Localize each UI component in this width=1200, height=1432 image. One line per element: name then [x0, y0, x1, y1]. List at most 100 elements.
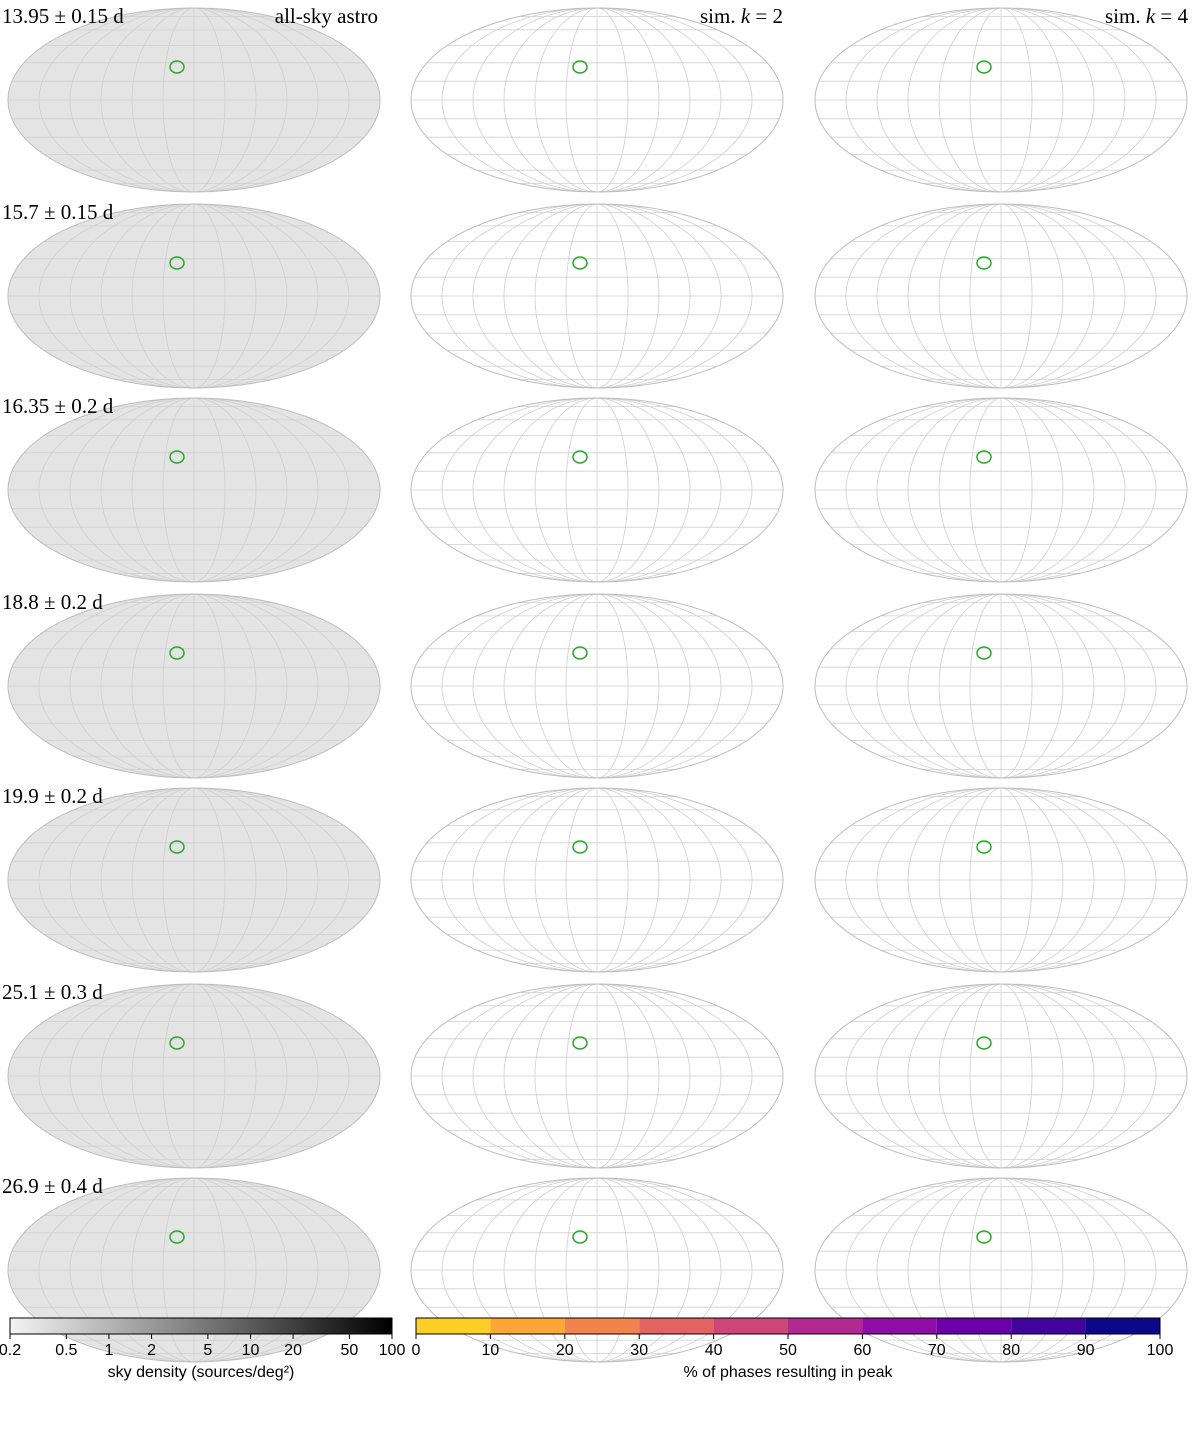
graticule-meridian [193, 7, 319, 193]
graticule-meridian [1000, 1177, 1126, 1363]
target-region [572, 1230, 588, 1244]
graticule-meridian [596, 787, 691, 973]
colorbar-tick-label: 0.5 [55, 1342, 77, 1359]
graticule-meridian [193, 1177, 350, 1363]
target-region [976, 840, 992, 854]
graticule-meridian [1000, 983, 1095, 1169]
graticule-meridian [38, 203, 195, 389]
title-part: = 4 [1155, 4, 1188, 28]
graticule-meridian [565, 787, 598, 973]
graticule-meridian [596, 7, 629, 193]
graticule-meridian [131, 787, 195, 973]
colorbar-tick-label: 40 [705, 1342, 723, 1359]
graticule-meridian [100, 203, 195, 389]
graticule-meridian [596, 397, 753, 583]
graticule-meridian [193, 787, 257, 973]
graticule-meridian [38, 7, 195, 193]
graticule-meridian [534, 203, 598, 389]
graticule-meridian [503, 7, 598, 193]
row-label: 25.1 ± 0.3 d [2, 980, 103, 1004]
colorbar-tick-label: 100 [1147, 1342, 1174, 1359]
graticule-meridian [1000, 983, 1157, 1169]
map-outline [410, 203, 784, 389]
colorbar-label: sky density (sources/deg²) [108, 1364, 295, 1381]
sky-map [7, 787, 381, 973]
target-region [976, 646, 992, 660]
graticule-meridian [193, 593, 350, 779]
colorbar-frame [9, 1317, 393, 1335]
graticule-meridian [100, 1177, 195, 1363]
graticule-meridian [1000, 7, 1157, 193]
row-label: 18.8 ± 0.2 d [2, 590, 103, 614]
target-region [169, 1036, 185, 1050]
graticule-meridian [1000, 7, 1126, 193]
graticule-meridian [938, 983, 1002, 1169]
color-band [713, 1318, 788, 1334]
graticule-meridian [1000, 593, 1033, 779]
graticule-meridian [69, 397, 195, 583]
map-outline [410, 397, 784, 583]
graticule-meridian [131, 1177, 195, 1363]
graticule-meridian [596, 397, 691, 583]
graticule-meridian [472, 787, 598, 973]
graticule-meridian [596, 397, 722, 583]
graticule-meridian [845, 203, 1002, 389]
graticule-meridian [1000, 397, 1095, 583]
graticule-meridian [131, 203, 195, 389]
graticule-meridian [193, 983, 350, 1169]
graticule-meridian [441, 203, 598, 389]
graticule-meridian [193, 203, 319, 389]
graticule-meridian [193, 593, 288, 779]
graticule-meridian [100, 397, 195, 583]
graticule-meridian [503, 787, 598, 973]
graticule-meridian [596, 203, 691, 389]
colorbar-tick-label: 50 [340, 1342, 358, 1359]
graticule-meridian [565, 983, 598, 1169]
graticule-meridian [162, 397, 195, 583]
colorbar-gradient [10, 1318, 392, 1334]
graticule-meridian [845, 593, 1002, 779]
graticule-meridian [1000, 787, 1157, 973]
graticule-meridian [596, 983, 753, 1169]
graticule-meridian [38, 787, 195, 973]
graticule-meridian [1000, 787, 1095, 973]
color-band [490, 1318, 565, 1334]
graticule-meridian [969, 203, 1002, 389]
graticule-meridian [876, 7, 1002, 193]
graticule-meridian [193, 7, 226, 193]
graticule-meridian [193, 983, 226, 1169]
graticule-meridian [1000, 397, 1126, 583]
graticule-meridian [1000, 7, 1064, 193]
graticule-meridian [472, 397, 598, 583]
graticule-meridian [907, 1177, 1002, 1363]
graticule-meridian [845, 1177, 1002, 1363]
graticule-meridian [503, 397, 598, 583]
graticule-meridian [596, 1177, 629, 1363]
color-band [564, 1318, 640, 1334]
sky-map [410, 397, 784, 583]
target-region [169, 450, 185, 464]
graticule-meridian [596, 593, 629, 779]
title-part: k [1146, 4, 1156, 28]
sky-map [7, 1177, 381, 1363]
graticule-meridian [1000, 7, 1033, 193]
graticule-meridian [907, 593, 1002, 779]
graticule-meridian [441, 593, 598, 779]
graticule-meridian [193, 983, 319, 1169]
sky-map [814, 983, 1188, 1169]
colorbar-tick-label: 0 [412, 1342, 421, 1359]
graticule-meridian [100, 593, 195, 779]
color-band [936, 1318, 1012, 1334]
graticule-meridian [1000, 983, 1064, 1169]
graticule-meridian [193, 203, 257, 389]
graticule-meridian [503, 593, 598, 779]
graticule-meridian [596, 203, 629, 389]
graticule-meridian [193, 787, 319, 973]
graticule-meridian [472, 1177, 598, 1363]
graticule-meridian [193, 787, 288, 973]
colorbar-tick-label: 90 [1077, 1342, 1095, 1359]
graticule-meridian [1000, 397, 1064, 583]
row-label: 15.7 ± 0.15 d [2, 200, 114, 224]
graticule-meridian [162, 593, 195, 779]
